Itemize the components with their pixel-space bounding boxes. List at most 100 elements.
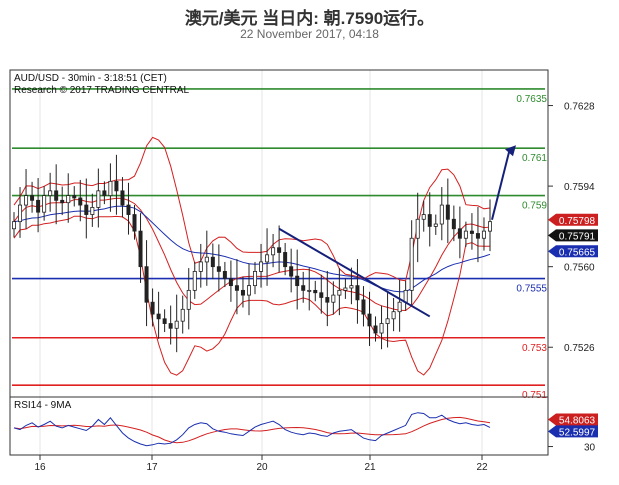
page-title: 澳元/美元 当日内: 朝.7590运行。 xyxy=(184,9,435,28)
price-tag-shape xyxy=(548,245,598,258)
candle-body xyxy=(487,221,492,232)
candle-body xyxy=(451,218,456,230)
candle-body xyxy=(415,218,420,239)
candle-body xyxy=(84,204,89,215)
candle-body xyxy=(391,311,396,320)
rsi-tag-label: 52.5997 xyxy=(559,427,596,438)
candle-body xyxy=(11,221,16,230)
candle-body xyxy=(403,289,408,303)
candle-body xyxy=(337,289,342,296)
support-resistance-levels: 0.7635 0.761 0.759 0.7555 0.753 0.751 xyxy=(12,88,547,401)
candle-body xyxy=(162,318,167,324)
source-label: Research © 2017 TRADING CENTRAL xyxy=(14,85,189,96)
candle-body xyxy=(192,271,197,291)
rsi-value-tag: 52.5997 xyxy=(548,425,598,438)
y-axis-ticks: 0.7628 0.7594 0.7560 0.7526 xyxy=(548,102,595,354)
candle-body xyxy=(228,278,233,287)
price-candles xyxy=(11,154,492,353)
level-label: 0.7635 xyxy=(516,94,547,105)
candle-body xyxy=(60,199,65,204)
x-tick-label: 21 xyxy=(364,462,376,473)
candle-body xyxy=(319,292,324,298)
candle-body xyxy=(234,285,239,291)
candle-body xyxy=(120,190,125,206)
downtrend-line xyxy=(278,227,431,318)
price-tag: 0.75798 xyxy=(548,213,598,227)
candle-body xyxy=(36,199,41,213)
candle-body xyxy=(48,190,53,196)
level-label: 0.7555 xyxy=(516,284,547,295)
candle-body xyxy=(78,197,83,206)
candle-body xyxy=(343,287,348,291)
trendlines xyxy=(278,145,516,318)
candle-body xyxy=(138,230,143,268)
candle-body xyxy=(367,313,372,327)
candle-body xyxy=(132,214,137,232)
candle-body xyxy=(277,247,282,253)
price-tags: 0.75798 0.75791 0.75665 xyxy=(548,213,598,258)
candle-body xyxy=(283,252,288,268)
projection-arrowhead xyxy=(505,145,516,157)
rsi-value-tag: 54.8063 xyxy=(548,413,598,427)
price-tag-label: 0.75791 xyxy=(559,231,596,242)
candle-body xyxy=(156,313,161,320)
candle-body xyxy=(361,299,366,315)
projection-arrow xyxy=(491,147,511,221)
instrument-label: AUD/USD - 30min - 3:18:51 (CET) xyxy=(14,73,167,84)
candle-body xyxy=(469,230,474,234)
candle-body xyxy=(295,275,300,287)
candle-body xyxy=(216,266,221,272)
y-tick-label: 0.7628 xyxy=(564,102,595,113)
candle-body xyxy=(18,204,23,223)
rsi-tag-shape xyxy=(548,425,598,438)
x-tick-label: 20 xyxy=(256,462,268,473)
bollinger-bands xyxy=(13,136,491,376)
candle-body xyxy=(421,214,426,220)
candle-body xyxy=(259,261,264,272)
candle-body xyxy=(66,195,71,204)
candle-body xyxy=(307,289,312,292)
candle-body xyxy=(463,230,468,239)
candle-body xyxy=(246,285,251,296)
y-tick-label: 0.7594 xyxy=(564,182,595,193)
bollinger-middle xyxy=(13,197,491,312)
price-tag-shape xyxy=(548,229,598,242)
candle-body xyxy=(265,254,270,263)
candle-body xyxy=(313,289,318,294)
candle-body xyxy=(24,195,29,206)
x-tick-label: 17 xyxy=(146,462,158,473)
candle-body xyxy=(439,204,444,225)
rsi-line xyxy=(13,412,491,447)
candle-body xyxy=(240,289,245,296)
candle-body xyxy=(325,297,330,303)
y-tick-label: 0.7526 xyxy=(564,343,595,354)
candle-body xyxy=(301,285,306,291)
candle-body xyxy=(150,301,155,315)
rsi-tick-label: 30 xyxy=(584,443,596,454)
x-tick-label: 22 xyxy=(476,462,488,473)
candle-body xyxy=(427,214,432,227)
candle-body xyxy=(379,323,384,334)
candle-body xyxy=(481,230,486,239)
candle-body xyxy=(475,233,480,239)
candle-body xyxy=(90,207,95,215)
candle-body xyxy=(373,325,378,334)
candle-body xyxy=(174,320,179,329)
price-tag: 0.75665 xyxy=(548,245,598,258)
candle-body xyxy=(114,180,119,192)
bollinger-lower xyxy=(13,215,491,376)
price-tag: 0.75791 xyxy=(548,229,598,242)
candle-body xyxy=(126,204,131,215)
candle-body xyxy=(271,247,276,256)
candle-body xyxy=(331,294,336,303)
candle-body xyxy=(445,204,450,220)
candle-body xyxy=(180,308,185,322)
price-tag-label: 0.75665 xyxy=(559,247,596,258)
rsi-ma-line xyxy=(13,416,491,444)
candle-body xyxy=(409,237,414,291)
candle-body xyxy=(186,289,191,310)
candle-body xyxy=(42,195,47,213)
page-date: 22 November 2017, 04:18 xyxy=(240,27,379,41)
